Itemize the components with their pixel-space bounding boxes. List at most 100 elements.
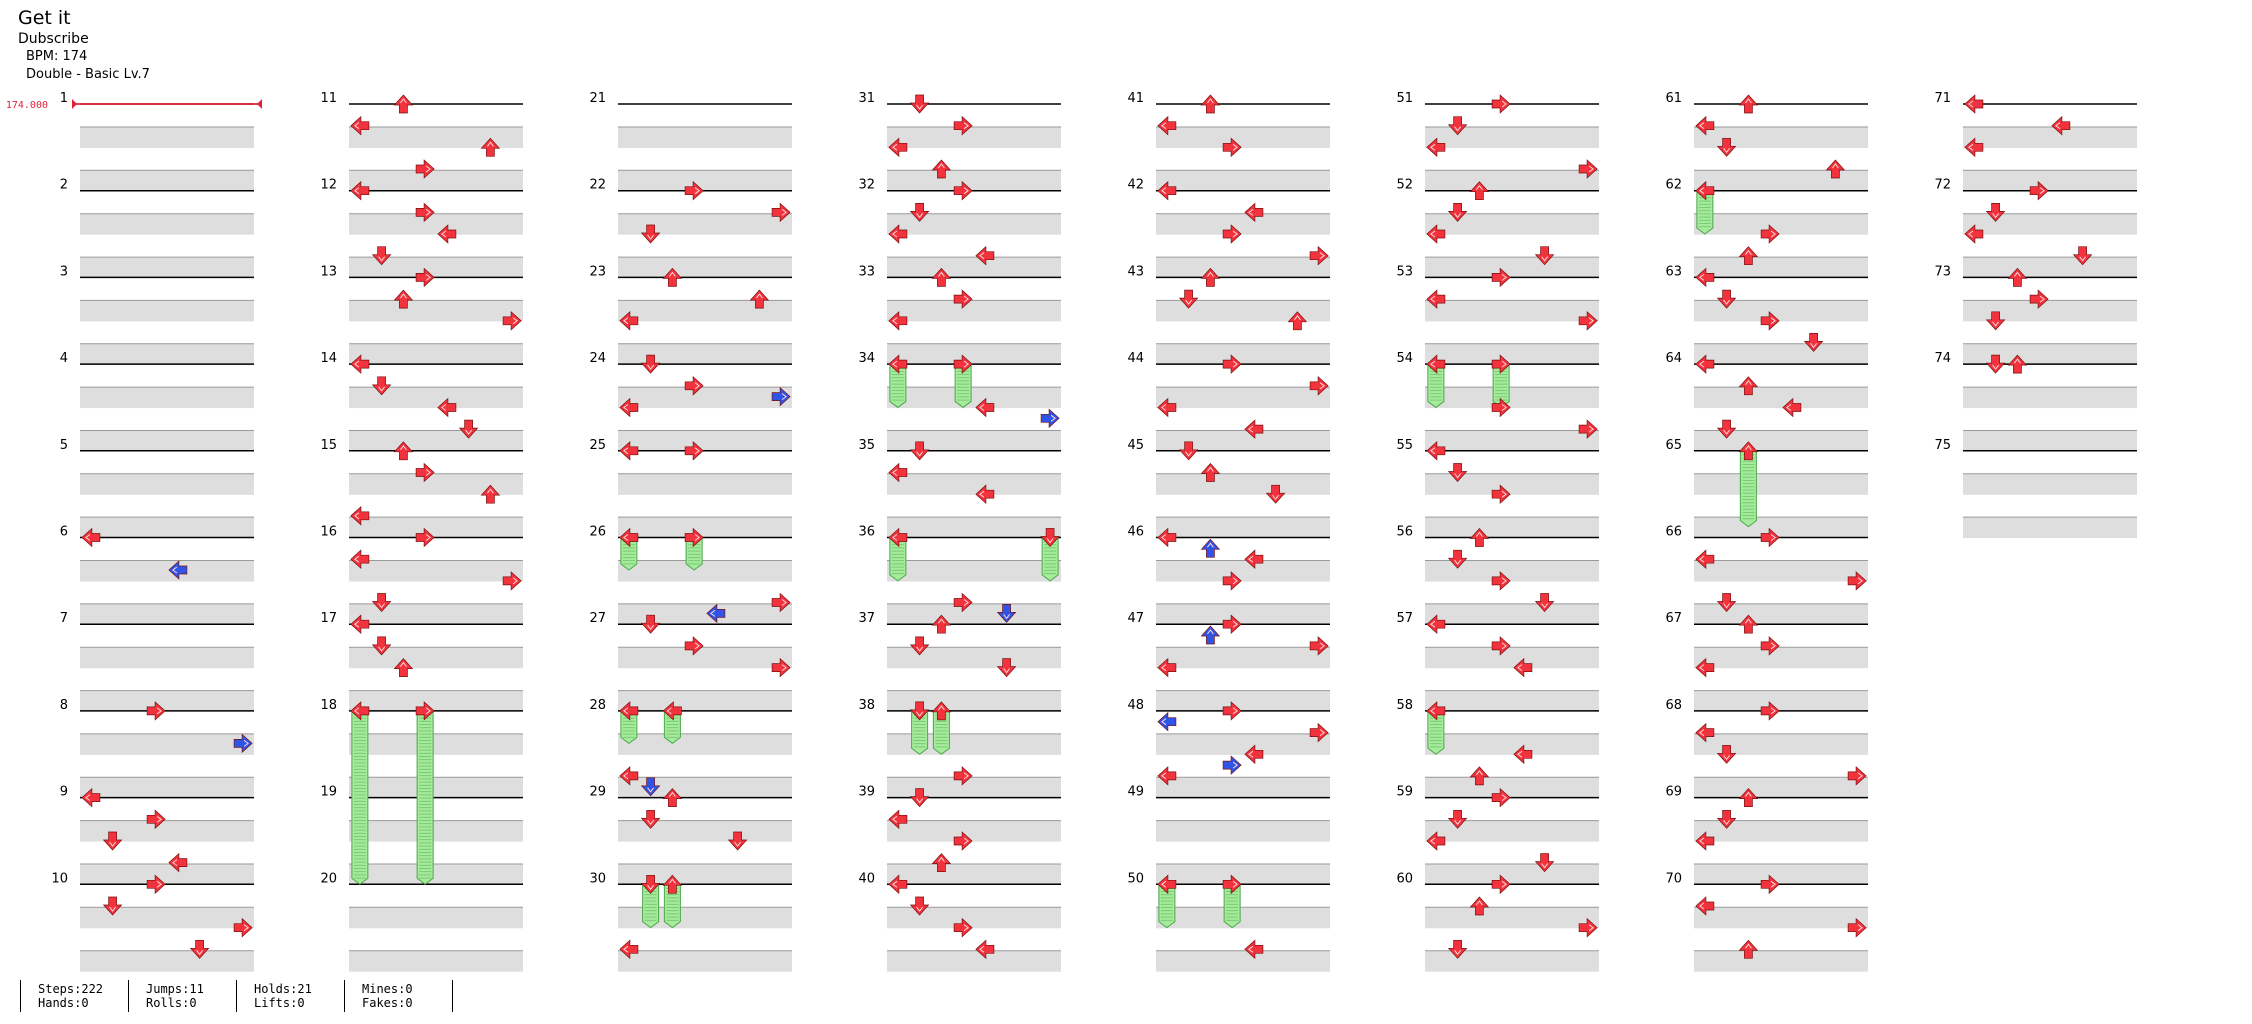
- measure: 68: [1665, 698, 1868, 799]
- hold-note: [1739, 450, 1757, 528]
- measure-band: [1694, 127, 1868, 148]
- arrow-note: [619, 766, 639, 786]
- measure: 6: [60, 525, 254, 625]
- arrow-note: [1738, 441, 1759, 461]
- measure-band: [1694, 950, 1868, 972]
- measure-band: [618, 690, 792, 712]
- measure-band: [1425, 430, 1599, 452]
- measure: 5: [60, 438, 254, 539]
- measure: 11: [320, 91, 523, 192]
- measure-band: [618, 517, 792, 539]
- arrow-note: [2072, 246, 2093, 266]
- arrow-note: [684, 527, 704, 548]
- measure: 8: [60, 698, 254, 799]
- arrow-note: [1738, 939, 1759, 959]
- arrow-note: [953, 115, 973, 136]
- measure-band: [887, 300, 1061, 322]
- arrow-note: [168, 852, 188, 873]
- measure-band: [1425, 300, 1599, 322]
- arrow-note: [1157, 766, 1177, 786]
- measure-band: [1156, 213, 1330, 235]
- arrow-note: [2007, 267, 2028, 287]
- measure-band: [1425, 343, 1599, 365]
- hold-note: [1041, 537, 1059, 582]
- measure-band: [1156, 733, 1330, 755]
- arrow-note: [1178, 289, 1199, 309]
- measure-number: 6: [60, 525, 68, 540]
- arrow-note: [146, 809, 166, 830]
- measure: 63: [1665, 264, 1868, 365]
- measure-band: [618, 603, 792, 625]
- arrow-note: [189, 939, 210, 959]
- arrow-note: [640, 614, 661, 634]
- measure-number: 37: [858, 611, 875, 626]
- measure-band: [1425, 473, 1599, 495]
- measure: 7: [60, 611, 254, 712]
- measure-band: [1156, 387, 1330, 409]
- measure: 12: [320, 178, 523, 279]
- arrow-note: [996, 658, 1017, 678]
- arrow-note: [393, 94, 414, 114]
- measure-number: 16: [320, 525, 337, 540]
- measure-band: [887, 473, 1061, 495]
- measure: 33: [858, 264, 1061, 365]
- arrow-note: [975, 245, 995, 266]
- measure-band: [1156, 690, 1330, 712]
- measure-band: [1694, 864, 1868, 885]
- arrow-note: [1803, 333, 1824, 352]
- arrow-note: [888, 224, 908, 244]
- arrow-note: [1157, 180, 1177, 201]
- measure-number: 26: [589, 525, 606, 540]
- arrow-note: [1695, 896, 1715, 916]
- arrow-note: [1695, 180, 1715, 201]
- measure: 10: [51, 871, 254, 972]
- arrow-note: [619, 397, 639, 418]
- arrow-note: [1491, 484, 1511, 504]
- arrow-note: [1469, 896, 1490, 916]
- arrow-note: [1426, 701, 1446, 721]
- arrow-note: [371, 376, 392, 396]
- arrow-note: [771, 592, 791, 613]
- measure-band: [80, 300, 254, 322]
- measure-number: 44: [1127, 351, 1144, 366]
- arrow-note: [1964, 224, 1984, 244]
- measure-band: [349, 170, 523, 192]
- measure: 19: [320, 785, 523, 885]
- arrow-note: [1491, 94, 1511, 114]
- measure: 15: [320, 438, 523, 539]
- arrow-note: [619, 939, 639, 960]
- stat-mines: Mines:0: [362, 982, 413, 996]
- measure: 41: [1127, 91, 1330, 192]
- measure-band: [887, 820, 1061, 842]
- measure: 53: [1396, 264, 1599, 365]
- stats-divider: [344, 980, 345, 1012]
- arrow-note-offbeat: [1222, 755, 1242, 775]
- measure: 26: [589, 525, 792, 625]
- measure: 13: [320, 264, 523, 365]
- measure-band: [618, 213, 792, 235]
- arrow-note: [102, 896, 123, 916]
- measure-band: [887, 343, 1061, 365]
- arrow-note: [953, 917, 973, 938]
- measure-band: [1156, 127, 1330, 148]
- hold-note: [1427, 363, 1445, 409]
- measure-band: [618, 950, 792, 972]
- measure: 47: [1127, 611, 1330, 712]
- measure-band: [349, 257, 523, 279]
- measure: 74: [1934, 351, 2137, 452]
- hold-note: [416, 710, 434, 885]
- arrow-note: [1447, 463, 1468, 483]
- measure-band: [618, 170, 792, 192]
- measure: 46: [1127, 525, 1330, 625]
- measure-number: 46: [1127, 525, 1144, 540]
- measure-band: [1425, 517, 1599, 539]
- measure-band: [1963, 387, 2137, 409]
- measure: 22: [589, 178, 792, 279]
- measure: 45: [1127, 438, 1330, 539]
- measure-number: 38: [858, 698, 875, 713]
- measure-band: [887, 387, 1061, 409]
- arrow-note: [771, 657, 791, 678]
- song-header: Get it Dubscribe BPM: 174 Double - Basic…: [18, 6, 150, 84]
- arrow-note: [888, 527, 908, 548]
- measure-band: [80, 820, 254, 842]
